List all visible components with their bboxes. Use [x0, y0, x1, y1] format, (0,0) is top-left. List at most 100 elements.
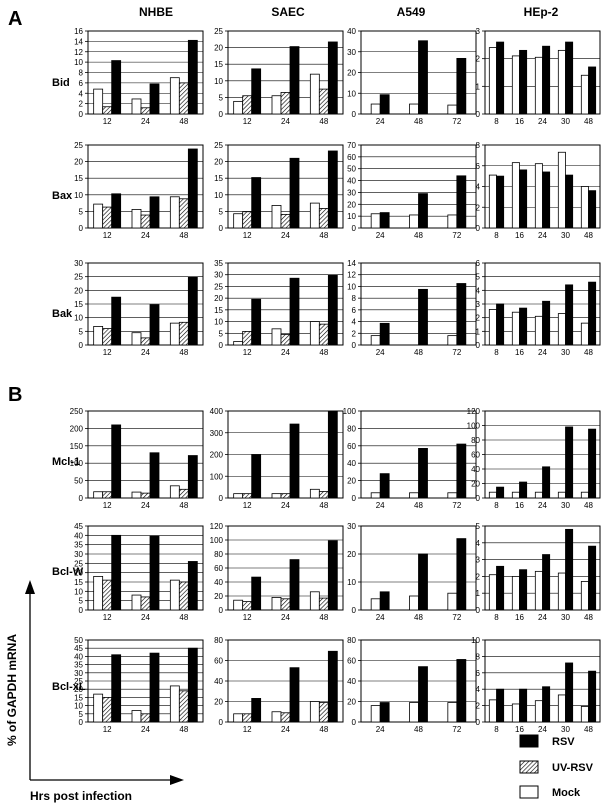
- bar-mock-24: [370, 598, 381, 611]
- y-tick-label: 12: [74, 48, 83, 57]
- column-header-hep2: HEp-2: [524, 5, 559, 19]
- y-tick-label: 5: [79, 597, 84, 606]
- bar-rsv-8: [496, 565, 505, 611]
- chart-bcl-xl-saec: 0 20 40 60 80 12 24 48: [214, 636, 344, 734]
- y-tick-label: 20: [347, 550, 356, 559]
- y-tick-label: 40: [214, 578, 223, 587]
- bar-uv-rsv-24: [140, 596, 151, 611]
- bar-mock-12: [93, 491, 104, 499]
- legend-label-uv-rsv: UV-RSV: [552, 762, 594, 774]
- x-tick-label: 48: [179, 613, 188, 622]
- bar-rsv-24: [289, 423, 300, 499]
- y-tick-label: 100: [70, 459, 84, 468]
- bar-uv-rsv-12: [242, 601, 253, 611]
- row-label-bak: Bak: [52, 308, 73, 320]
- row-label-bclxl: Bcl-xL: [52, 681, 86, 693]
- x-tick-label: 48: [319, 613, 328, 622]
- x-tick-label: 72: [452, 231, 461, 240]
- x-tick-label: 12: [243, 117, 252, 126]
- y-tick-label: 35: [74, 661, 83, 670]
- bar-mock-24: [370, 335, 381, 346]
- x-axis-label: Hrs post infection: [30, 789, 132, 803]
- bar-mock-48: [580, 74, 589, 115]
- bar-rsv-24: [289, 46, 300, 115]
- x-tick-label: 24: [141, 725, 150, 734]
- y-tick-label: 6: [476, 162, 481, 171]
- y-tick-label: 6: [79, 79, 84, 88]
- bar-uv-rsv-24: [140, 337, 151, 346]
- x-tick-label: 48: [414, 613, 423, 622]
- bar-mock-24: [534, 163, 543, 229]
- bar-rsv-12: [251, 68, 262, 115]
- y-tick-label: 0: [352, 110, 357, 119]
- chart-bid-hep-2: 0 1 2 3 8 16 24 30 48: [476, 27, 601, 126]
- bar-rsv-16: [519, 569, 528, 611]
- bar-uv-rsv-48: [178, 690, 189, 723]
- y-tick-label: 8: [352, 294, 357, 303]
- bar-mock-12: [93, 88, 104, 115]
- y-tick-label: 10: [214, 318, 223, 327]
- bar-rsv-48: [588, 66, 597, 115]
- bar-rsv-24: [289, 559, 300, 611]
- chart-bid-saec: 0 5 10 15 20 25 12 24 48: [214, 27, 344, 126]
- bar-uv-rsv-24: [280, 334, 291, 346]
- y-tick-label: 2: [79, 100, 84, 109]
- bar-rsv-48: [418, 40, 428, 115]
- y-tick-label: 0: [352, 606, 357, 615]
- chart-bak-hep-2: 0 1 2 3 4 5 6 8 16 24 30 48: [476, 259, 601, 357]
- bar-uv-rsv-12: [102, 697, 113, 723]
- bar-mock-16: [511, 162, 520, 229]
- x-tick-label: 48: [584, 348, 593, 357]
- y-tick-label: 20: [347, 69, 356, 78]
- x-tick-label: 72: [452, 725, 461, 734]
- x-tick-label: 24: [538, 117, 547, 126]
- bar-rsv-72: [456, 538, 467, 611]
- y-tick-label: 40: [214, 677, 223, 686]
- column-header-nhbe: NHBE: [139, 5, 173, 19]
- y-tick-label: 35: [74, 541, 83, 550]
- x-tick-label: 16: [515, 501, 524, 510]
- x-tick-label: 24: [538, 231, 547, 240]
- panel-label-b: B: [8, 384, 22, 406]
- y-tick-label: 15: [214, 174, 223, 183]
- bar-rsv-8: [496, 688, 505, 723]
- bar-uv-rsv-12: [102, 328, 113, 346]
- x-tick-label: 12: [243, 613, 252, 622]
- x-tick-label: 24: [281, 725, 290, 734]
- x-tick-label: 48: [584, 117, 593, 126]
- bar-mock-48: [409, 103, 419, 115]
- chart-mcl-1-a549: 0 20 40 60 80 100 24 48 72: [343, 407, 477, 510]
- y-tick-label: 15: [214, 60, 223, 69]
- bar-rsv-12: [111, 654, 122, 723]
- x-tick-label: 48: [179, 231, 188, 240]
- bar-mock-8: [488, 699, 497, 723]
- y-tick-label: 4: [476, 183, 481, 192]
- bar-rsv-48: [418, 288, 428, 346]
- x-tick-label: 24: [281, 348, 290, 357]
- bar-rsv-12: [251, 177, 262, 229]
- bar-uv-rsv-12: [102, 106, 113, 115]
- x-tick-label: 24: [376, 613, 385, 622]
- bar-rsv-16: [519, 169, 528, 229]
- bar-rsv-30: [565, 426, 574, 499]
- bar-mock-24: [271, 493, 282, 499]
- x-tick-label: 16: [515, 348, 524, 357]
- y-tick-label: 12: [347, 271, 356, 280]
- bar-mock-30: [557, 694, 566, 723]
- y-tick-label: 25: [74, 141, 83, 150]
- chart-bax-saec: 0 5 10 15 20 25 12 24 48: [214, 141, 344, 240]
- x-tick-label: 24: [376, 231, 385, 240]
- y-tick-label: 30: [214, 271, 223, 280]
- bar-mock-16: [511, 703, 520, 723]
- x-tick-label: 72: [452, 501, 461, 510]
- y-tick-label: 60: [347, 153, 356, 162]
- bar-rsv-16: [519, 49, 528, 115]
- y-tick-label: 0: [219, 341, 224, 350]
- y-tick-label: 15: [214, 306, 223, 315]
- y-tick-label: 200: [210, 451, 224, 460]
- plot-frame: [87, 410, 204, 499]
